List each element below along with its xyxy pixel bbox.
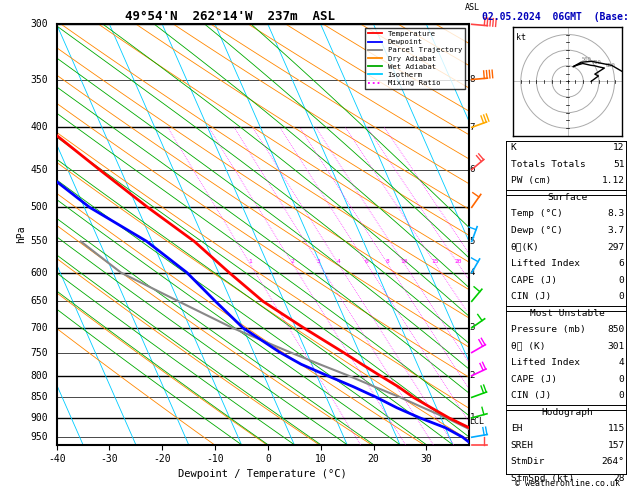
- Text: 2: 2: [469, 371, 475, 380]
- Text: 900: 900: [31, 413, 48, 423]
- Text: 8: 8: [386, 259, 389, 263]
- Text: 500: 500: [582, 57, 592, 62]
- Text: PW (cm): PW (cm): [511, 176, 551, 186]
- Text: Temp (°C): Temp (°C): [511, 209, 562, 219]
- Text: θᴇ(K): θᴇ(K): [511, 243, 540, 252]
- Text: 0: 0: [619, 391, 625, 400]
- Text: 15: 15: [431, 259, 439, 263]
- Title: 49°54'N  262°14'W  237m  ASL: 49°54'N 262°14'W 237m ASL: [125, 10, 335, 23]
- Text: StmDir: StmDir: [511, 457, 545, 467]
- Text: SREH: SREH: [511, 441, 534, 450]
- Text: 6: 6: [365, 259, 369, 263]
- Text: θᴇ (K): θᴇ (K): [511, 342, 545, 351]
- Text: 8.3: 8.3: [608, 209, 625, 219]
- Text: 4: 4: [469, 268, 475, 277]
- Text: CIN (J): CIN (J): [511, 292, 551, 301]
- Text: Surface: Surface: [548, 193, 587, 202]
- Text: Pressure (mb): Pressure (mb): [511, 325, 586, 334]
- Text: 500: 500: [31, 202, 48, 212]
- Text: CIN (J): CIN (J): [511, 391, 551, 400]
- Text: 4: 4: [619, 358, 625, 367]
- Text: 450: 450: [31, 165, 48, 174]
- Text: 5: 5: [469, 237, 475, 246]
- Text: 800: 800: [31, 371, 48, 381]
- Text: 700: 700: [31, 323, 48, 333]
- Text: 12: 12: [613, 143, 625, 153]
- Text: 157: 157: [608, 441, 625, 450]
- Text: EH: EH: [511, 424, 522, 434]
- Text: 650: 650: [31, 296, 48, 306]
- X-axis label: Dewpoint / Temperature (°C): Dewpoint / Temperature (°C): [178, 469, 347, 479]
- Text: 3: 3: [317, 259, 321, 263]
- Text: 600: 600: [31, 268, 48, 278]
- Legend: Temperature, Dewpoint, Parcel Trajectory, Dry Adiabat, Wet Adiabat, Isotherm, Mi: Temperature, Dewpoint, Parcel Trajectory…: [365, 28, 465, 89]
- Text: 0: 0: [619, 292, 625, 301]
- Text: 297: 297: [608, 243, 625, 252]
- Text: CAPE (J): CAPE (J): [511, 276, 557, 285]
- Text: 0: 0: [619, 375, 625, 384]
- Text: 264°: 264°: [601, 457, 625, 467]
- Y-axis label: hPa: hPa: [16, 226, 26, 243]
- Text: LCL: LCL: [469, 417, 484, 426]
- Text: 550: 550: [31, 236, 48, 246]
- Text: Lifted Index: Lifted Index: [511, 259, 580, 268]
- Text: © weatheronline.co.uk: © weatheronline.co.uk: [515, 479, 620, 486]
- Text: Lifted Index: Lifted Index: [511, 358, 580, 367]
- Text: 1: 1: [469, 414, 475, 422]
- Text: 115: 115: [608, 424, 625, 434]
- Text: kt: kt: [516, 33, 526, 42]
- Text: 2: 2: [291, 259, 294, 263]
- Text: CAPE (J): CAPE (J): [511, 375, 557, 384]
- Text: 1: 1: [248, 259, 252, 263]
- Text: 3.7: 3.7: [608, 226, 625, 235]
- Text: Dewp (°C): Dewp (°C): [511, 226, 562, 235]
- Text: 0: 0: [619, 276, 625, 285]
- Text: 10: 10: [400, 259, 408, 263]
- Text: K: K: [511, 143, 516, 153]
- Text: 51: 51: [613, 160, 625, 169]
- Text: StmSpd (kt): StmSpd (kt): [511, 474, 574, 483]
- Text: km
ASL: km ASL: [465, 0, 480, 12]
- Text: 6: 6: [469, 165, 475, 174]
- Text: 850: 850: [608, 325, 625, 334]
- Text: 28: 28: [613, 474, 625, 483]
- Text: 300: 300: [31, 19, 48, 29]
- Text: 4: 4: [337, 259, 340, 263]
- Text: 850: 850: [31, 392, 48, 402]
- Text: 750: 750: [31, 347, 48, 358]
- Text: Totals Totals: Totals Totals: [511, 160, 586, 169]
- Text: 02.05.2024  06GMT  (Base: 06): 02.05.2024 06GMT (Base: 06): [482, 12, 629, 22]
- Text: 8: 8: [469, 75, 475, 84]
- Text: 3: 3: [469, 323, 475, 332]
- Text: 7: 7: [469, 123, 475, 132]
- Text: 20: 20: [454, 259, 462, 263]
- Text: 400: 400: [31, 122, 48, 132]
- Text: 301: 301: [608, 342, 625, 351]
- Text: 1.12: 1.12: [601, 176, 625, 186]
- Text: Most Unstable: Most Unstable: [530, 309, 605, 318]
- Text: 950: 950: [31, 432, 48, 442]
- Text: 6: 6: [619, 259, 625, 268]
- Text: 700: 700: [591, 60, 601, 66]
- Text: 350: 350: [31, 74, 48, 85]
- Text: Hodograph: Hodograph: [542, 408, 594, 417]
- Text: 850: 850: [605, 63, 615, 68]
